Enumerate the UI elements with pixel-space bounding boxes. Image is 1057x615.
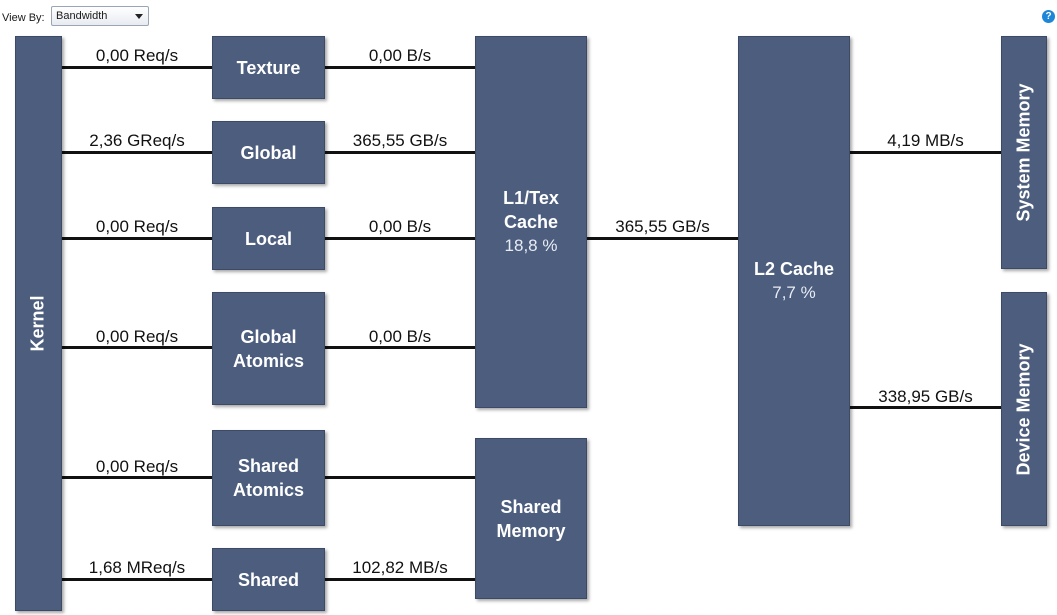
view-by-value: Bandwidth [56, 10, 108, 22]
toolbar: View By: Bandwidth ? [0, 0, 1057, 34]
link-kernel-global [62, 151, 212, 154]
link-shared-atomics-sharedmem [325, 476, 475, 479]
label-kernel-shared-atomics: 0,00 Req/s [95, 457, 179, 476]
label-l2-device: 338,95 GB/s [878, 387, 973, 406]
link-kernel-texture [62, 66, 212, 69]
chevron-down-icon [135, 14, 143, 19]
l2-utilization: 7,7 % [772, 283, 816, 302]
l1tex-cache-unit[interactable]: L1/Tex Cache 18,8 % [475, 36, 587, 408]
l1tex-utilization: 18,8 % [504, 236, 558, 255]
link-l1-l2 [587, 237, 738, 240]
label-kernel-texture: 0,00 Req/s [95, 46, 179, 65]
shared-memory-unit[interactable]: Shared Memory [475, 438, 587, 599]
texture-label: Texture [236, 57, 301, 78]
link-texture-l1 [325, 66, 475, 69]
global-unit[interactable]: Global [212, 121, 325, 184]
shared-label: Shared [237, 569, 300, 590]
label-local-l1: 0,00 B/s [368, 217, 432, 236]
global-atomics-unit[interactable]: Global Atomics [212, 292, 325, 405]
link-local-l1 [325, 237, 475, 240]
link-kernel-shared-atomics [62, 476, 212, 479]
l2-cache-unit[interactable]: L2 Cache 7,7 % [738, 36, 850, 526]
system-memory-unit[interactable]: System Memory [1001, 36, 1047, 269]
global-label: Global [240, 142, 297, 163]
view-by-select[interactable]: Bandwidth [51, 6, 149, 26]
label-kernel-global: 2,36 GReq/s [89, 131, 185, 150]
l2-title: L2 Cache [753, 259, 835, 279]
shared-memory-label-line1: Shared [500, 496, 562, 517]
system-memory-label: System Memory [1013, 83, 1034, 222]
global-atomics-label-line2: Atomics [232, 350, 304, 371]
label-global-l1: 365,55 GB/s [352, 131, 448, 150]
link-shared-sharedmem [325, 578, 475, 581]
link-l2-system [850, 151, 1001, 154]
kernel-unit[interactable]: Kernel [15, 36, 62, 611]
shared-atomics-label-line1: Shared [237, 456, 300, 476]
local-unit[interactable]: Local [212, 207, 325, 270]
link-global-atomics-l1 [325, 346, 475, 349]
label-kernel-shared: 1,68 MReq/s [88, 558, 186, 577]
texture-unit[interactable]: Texture [212, 36, 325, 99]
link-l2-device [850, 406, 1001, 409]
shared-atomics-label-line2: Atomics [232, 480, 304, 500]
label-kernel-local: 0,00 Req/s [95, 217, 179, 236]
local-label: Local [244, 228, 292, 249]
kernel-label: Kernel [28, 295, 48, 352]
label-global-atomics-l1: 0,00 B/s [368, 327, 432, 346]
device-memory-unit[interactable]: Device Memory [1001, 292, 1047, 526]
shared-memory-label-line2: Memory [496, 520, 566, 541]
view-by-label: View By: [2, 12, 45, 24]
link-global-l1 [325, 151, 475, 154]
device-memory-label: Device Memory [1013, 342, 1034, 476]
label-texture-l1: 0,00 B/s [368, 46, 432, 65]
link-kernel-local [62, 237, 212, 240]
shared-atomics-unit[interactable]: Shared Atomics [212, 430, 325, 526]
link-kernel-global-atomics [62, 346, 212, 349]
global-atomics-label-line1: Global [240, 326, 297, 347]
shared-unit[interactable]: Shared [212, 548, 325, 611]
label-l1-l2: 365,55 GB/s [615, 217, 710, 236]
label-shared-sharedmem: 102,82 MB/s [352, 558, 448, 577]
label-l2-system: 4,19 MB/s [887, 131, 964, 150]
link-kernel-shared [62, 578, 212, 581]
l1tex-title-line1: L1/Tex [503, 188, 559, 208]
help-icon[interactable]: ? [1042, 10, 1055, 23]
label-kernel-global-atomics: 0,00 Req/s [95, 327, 179, 346]
l1tex-title-line2: Cache [503, 212, 559, 232]
